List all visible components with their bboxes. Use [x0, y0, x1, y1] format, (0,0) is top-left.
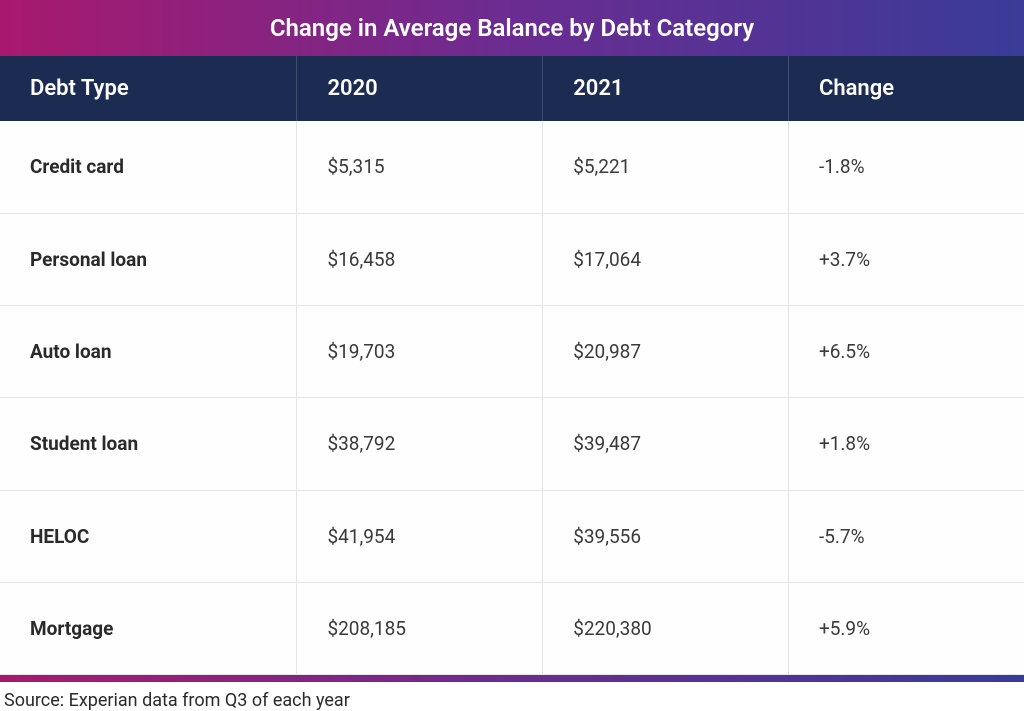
- cell-debt-type: Personal loan: [0, 213, 297, 305]
- cell-debt-type: Auto loan: [0, 306, 297, 398]
- source-note: Source: Experian data from Q3 of each ye…: [0, 682, 1024, 711]
- table-title: Change in Average Balance by Debt Catego…: [0, 0, 1024, 56]
- cell-2021: $39,487: [543, 398, 789, 490]
- table-row: HELOC $41,954 $39,556 -5.7%: [0, 490, 1024, 582]
- cell-debt-type: Credit card: [0, 121, 297, 213]
- cell-2020: $16,458: [297, 213, 543, 305]
- cell-2020: $5,315: [297, 121, 543, 213]
- table-row: Student loan $38,792 $39,487 +1.8%: [0, 398, 1024, 490]
- cell-change: +6.5%: [788, 306, 1024, 398]
- cell-debt-type: Student loan: [0, 398, 297, 490]
- debt-table: Debt Type 2020 2021 Change Credit card $…: [0, 56, 1024, 675]
- col-header-debt-type: Debt Type: [0, 56, 297, 121]
- col-header-2020: 2020: [297, 56, 543, 121]
- cell-debt-type: Mortgage: [0, 582, 297, 674]
- col-header-change: Change: [788, 56, 1024, 121]
- cell-2020: $208,185: [297, 582, 543, 674]
- cell-change: +3.7%: [788, 213, 1024, 305]
- table-row: Credit card $5,315 $5,221 -1.8%: [0, 121, 1024, 213]
- table-body: Credit card $5,315 $5,221 -1.8% Personal…: [0, 121, 1024, 675]
- cell-2021: $39,556: [543, 490, 789, 582]
- table-row: Auto loan $19,703 $20,987 +6.5%: [0, 306, 1024, 398]
- table-row: Mortgage $208,185 $220,380 +5.9%: [0, 582, 1024, 674]
- cell-2021: $220,380: [543, 582, 789, 674]
- cell-change: -5.7%: [788, 490, 1024, 582]
- cell-2020: $38,792: [297, 398, 543, 490]
- bottom-gradient-divider: [0, 675, 1024, 682]
- col-header-2021: 2021: [543, 56, 789, 121]
- table-header-row: Debt Type 2020 2021 Change: [0, 56, 1024, 121]
- cell-change: -1.8%: [788, 121, 1024, 213]
- cell-change: +5.9%: [788, 582, 1024, 674]
- table-row: Personal loan $16,458 $17,064 +3.7%: [0, 213, 1024, 305]
- cell-debt-type: HELOC: [0, 490, 297, 582]
- cell-2020: $41,954: [297, 490, 543, 582]
- cell-2021: $5,221: [543, 121, 789, 213]
- table-container: Change in Average Balance by Debt Catego…: [0, 0, 1024, 711]
- cell-change: +1.8%: [788, 398, 1024, 490]
- cell-2020: $19,703: [297, 306, 543, 398]
- cell-2021: $20,987: [543, 306, 789, 398]
- cell-2021: $17,064: [543, 213, 789, 305]
